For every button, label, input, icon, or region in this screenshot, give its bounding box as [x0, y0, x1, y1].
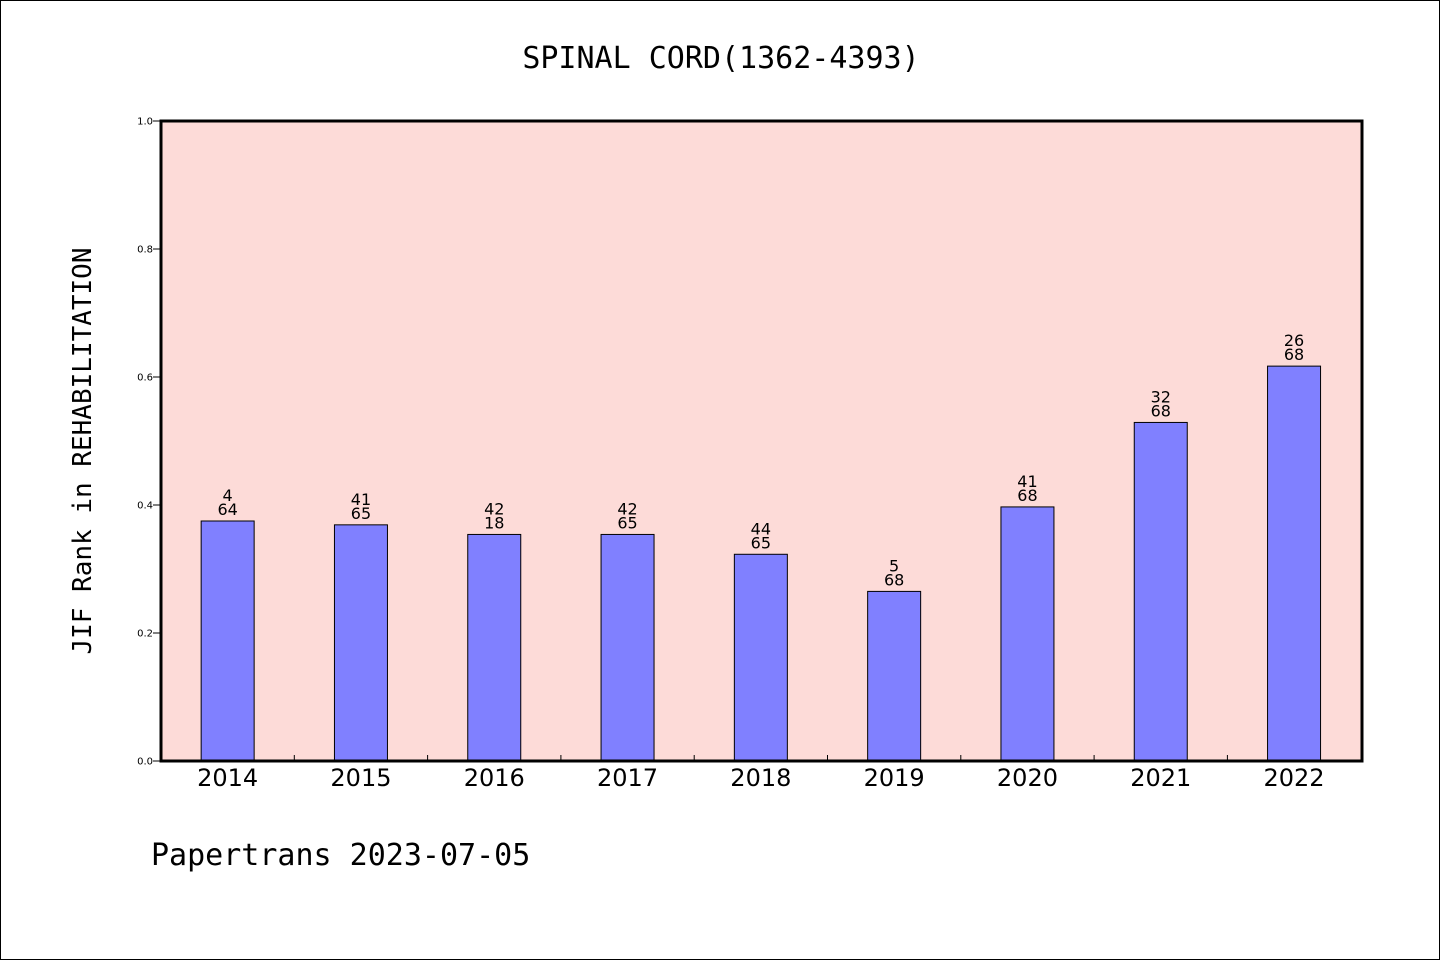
data-label-total: 68: [884, 570, 904, 589]
bar: [1133, 421, 1188, 762]
data-label-rank: 41: [1017, 472, 1037, 491]
data-label-total: 64: [217, 500, 237, 519]
data-label-rank: 42: [484, 499, 504, 518]
data-label-rank: 26: [1284, 331, 1304, 350]
x-tick-label: 2016: [464, 764, 525, 792]
data-label-rank: 42: [617, 499, 637, 518]
bar: [467, 533, 522, 762]
x-tick-label: 2022: [1264, 764, 1325, 792]
bar: [200, 520, 255, 762]
x-tick-label: 2019: [864, 764, 925, 792]
bar: [867, 590, 922, 762]
x-tick-label: 2021: [1130, 764, 1191, 792]
bar: [1000, 506, 1055, 762]
x-tick-label: 2018: [730, 764, 791, 792]
x-tick-label: 2020: [997, 764, 1058, 792]
data-label-total: 68: [1151, 401, 1171, 420]
chart-title: SPINAL CORD(1362-4393): [522, 41, 919, 76]
y-axis-label: JIF Rank in REHABILITATION: [68, 248, 98, 655]
y-tick-label: 0.6: [137, 373, 153, 384]
data-label-total: 18: [484, 513, 504, 532]
y-tick-label: 0.0: [137, 757, 153, 768]
data-label-rank: 44: [751, 519, 771, 538]
footer-credit: Papertrans 2023-07-05: [151, 838, 530, 873]
bar: [1267, 365, 1322, 762]
data-label-total: 65: [751, 533, 771, 552]
x-tick-label: 2017: [597, 764, 658, 792]
plot-frame: [159, 119, 1364, 763]
y-tick-label: 0.4: [137, 501, 153, 512]
data-label-rank: 32: [1151, 387, 1171, 406]
bar: [733, 553, 788, 762]
data-label-rank: 5: [889, 556, 899, 575]
y-tick-label: 0.2: [137, 629, 153, 640]
chart-marks: 0.00.20.40.60.81.04642014416520154218201…: [137, 117, 1324, 793]
bar: [600, 533, 655, 762]
bar: [333, 524, 388, 762]
y-tick-label: 1.0: [137, 117, 153, 128]
x-tick-label: 2014: [197, 764, 258, 792]
data-label-rank: 4: [223, 486, 233, 505]
data-label-rank: 41: [351, 490, 371, 509]
x-tick-label: 2015: [330, 764, 391, 792]
data-label-total: 65: [351, 504, 371, 523]
data-label-total: 65: [617, 513, 637, 532]
data-label-total: 68: [1017, 486, 1037, 505]
data-label-total: 68: [1284, 345, 1304, 364]
y-tick-label: 0.8: [137, 245, 153, 256]
